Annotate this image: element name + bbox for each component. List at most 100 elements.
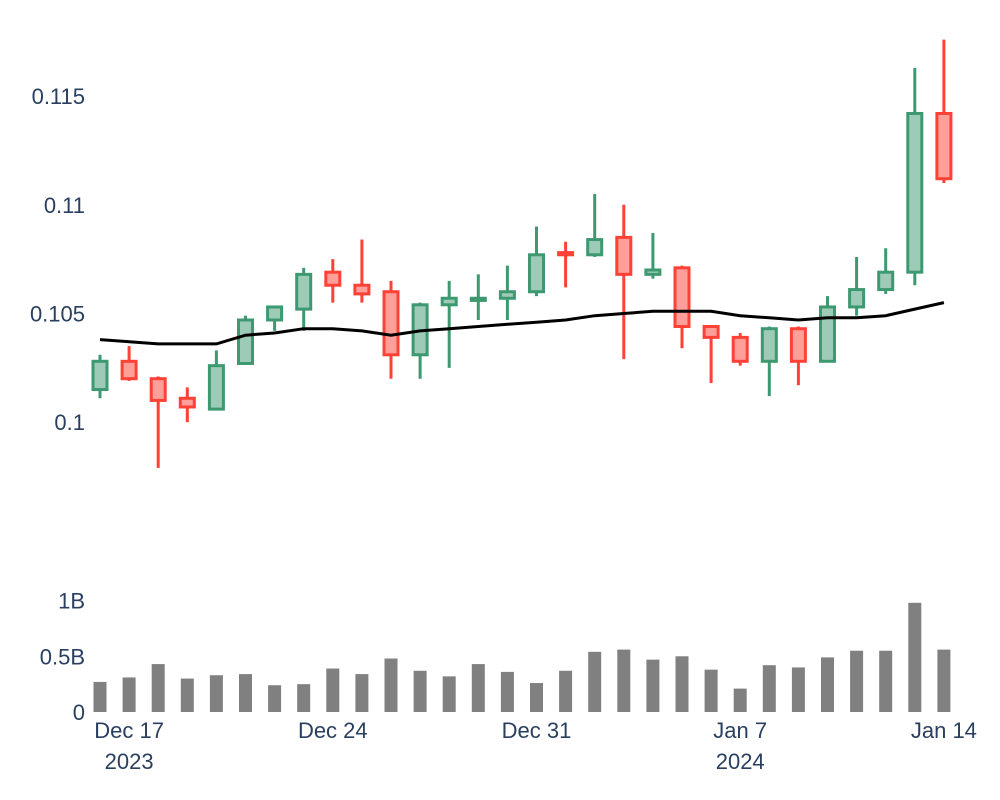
volume-bar bbox=[268, 685, 282, 712]
candle bbox=[411, 302, 429, 379]
volume-bar bbox=[937, 649, 951, 712]
x-tick-label: Dec 17 bbox=[94, 718, 164, 743]
candle-body bbox=[149, 377, 167, 402]
volume-y-tick-label: 0 bbox=[73, 700, 85, 725]
candle bbox=[498, 265, 516, 320]
candle bbox=[353, 239, 371, 303]
candle bbox=[557, 241, 575, 288]
volume-bar bbox=[471, 664, 485, 712]
candle-body bbox=[848, 288, 866, 309]
volume-bar bbox=[646, 659, 660, 712]
candle bbox=[848, 256, 866, 316]
candle-body bbox=[935, 111, 953, 181]
volume-bar bbox=[384, 658, 398, 712]
x-tick-label: Dec 24 bbox=[298, 718, 368, 743]
candle bbox=[586, 193, 604, 257]
volume-bar bbox=[442, 676, 456, 712]
volume-bar bbox=[151, 664, 165, 712]
volume-panel: 0 0.5B 1B bbox=[40, 589, 951, 725]
volume-bar bbox=[122, 677, 136, 712]
volume-bar bbox=[500, 671, 514, 712]
candle bbox=[702, 325, 720, 384]
candle bbox=[935, 39, 953, 184]
volume-bar bbox=[704, 669, 718, 712]
candle bbox=[906, 67, 924, 286]
volume-bar bbox=[791, 667, 805, 712]
volume-bar bbox=[733, 688, 747, 712]
volume-bar bbox=[326, 668, 340, 712]
volume-bar bbox=[762, 665, 776, 712]
candle-body bbox=[615, 235, 633, 276]
candle bbox=[673, 265, 691, 349]
volume-bar bbox=[297, 684, 311, 712]
candle-body bbox=[528, 253, 545, 294]
candle bbox=[440, 280, 458, 368]
candle-body bbox=[91, 359, 109, 392]
volume-bar bbox=[209, 675, 223, 712]
price-y-tick-label: 0.115 bbox=[32, 84, 85, 109]
candle bbox=[324, 259, 342, 303]
candle-body bbox=[207, 364, 225, 411]
price-y-tick-label: 0.105 bbox=[30, 301, 85, 326]
candle-body bbox=[644, 268, 662, 276]
candle-body bbox=[382, 290, 400, 357]
volume-bars bbox=[93, 602, 951, 712]
volume-y-tick-label: 0.5B bbox=[40, 644, 85, 669]
volume-bar bbox=[908, 602, 922, 712]
candle-body bbox=[673, 266, 691, 329]
candle-body bbox=[498, 290, 516, 300]
candle-body bbox=[266, 305, 284, 322]
candle bbox=[789, 326, 807, 386]
candle bbox=[178, 387, 196, 423]
candle-body bbox=[353, 283, 371, 296]
candle bbox=[877, 248, 895, 294]
candle bbox=[149, 376, 167, 468]
price-y-axis: 0.1 0.105 0.11 0.115 bbox=[30, 84, 85, 435]
volume-bar bbox=[239, 674, 252, 712]
candle-body bbox=[877, 270, 895, 292]
candle bbox=[91, 354, 109, 399]
candle-body bbox=[789, 327, 807, 363]
candle bbox=[382, 280, 400, 379]
price-y-tick-label: 0.11 bbox=[44, 193, 85, 218]
candle bbox=[120, 346, 138, 381]
candle bbox=[528, 226, 545, 297]
candle bbox=[207, 350, 225, 411]
price-panel: 0.1 0.105 0.11 0.115 bbox=[30, 39, 953, 468]
volume-bar bbox=[617, 649, 631, 712]
candle-body bbox=[324, 270, 342, 287]
moving-average-line bbox=[99, 301, 945, 346]
candle-body bbox=[731, 335, 749, 363]
candle-body bbox=[469, 296, 487, 302]
x-tick-year-label: 2024 bbox=[716, 749, 765, 774]
candle-body bbox=[120, 359, 138, 381]
candle bbox=[469, 274, 487, 320]
candle bbox=[760, 326, 778, 397]
x-tick-year-label: 2023 bbox=[105, 749, 154, 774]
volume-y-axis: 0 0.5B 1B bbox=[40, 589, 85, 725]
x-tick-label: Jan 7 bbox=[713, 718, 767, 743]
volume-bar bbox=[821, 657, 834, 712]
volume-bar bbox=[93, 681, 107, 712]
candle bbox=[731, 333, 749, 366]
volume-bar bbox=[588, 651, 602, 712]
volume-bar bbox=[355, 674, 369, 712]
candle-body bbox=[586, 238, 604, 257]
candle bbox=[237, 315, 254, 365]
x-tick-label: Dec 31 bbox=[502, 718, 572, 743]
candle-body bbox=[906, 111, 924, 274]
candle-body bbox=[702, 325, 720, 339]
candle-body bbox=[440, 296, 458, 307]
candles bbox=[91, 39, 953, 468]
candle bbox=[295, 267, 313, 331]
candle-body bbox=[819, 305, 836, 363]
volume-bar bbox=[180, 678, 194, 712]
volume-bar bbox=[559, 670, 573, 712]
candle-body bbox=[237, 318, 254, 365]
candle-body bbox=[295, 272, 313, 311]
x-tick-label: Jan 14 bbox=[911, 718, 977, 743]
candle-body bbox=[178, 396, 196, 409]
price-y-tick-label: 0.1 bbox=[54, 410, 85, 435]
volume-bar bbox=[413, 670, 427, 712]
